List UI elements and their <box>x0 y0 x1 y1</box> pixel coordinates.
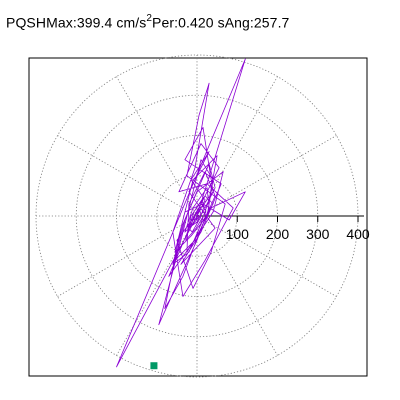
max-value: 399.4 <box>76 14 113 31</box>
grid-spoke-300 <box>196 215 278 356</box>
angle-value: 257.7 <box>253 14 290 31</box>
grid-spoke-30 <box>196 135 337 217</box>
grid-spoke-60 <box>196 76 278 217</box>
radial-axis: 100 200 300 400 <box>197 215 370 242</box>
grid-spoke-240 <box>116 215 198 356</box>
grid-spoke-330 <box>196 215 337 297</box>
radial-tick-label-300: 300 <box>306 226 330 242</box>
period-label: Per: <box>152 14 179 31</box>
radial-tick-label-100: 100 <box>226 226 250 242</box>
grid-spoke-150 <box>57 135 198 217</box>
max-label: Max: <box>46 14 77 31</box>
grid-spoke-120 <box>116 76 198 217</box>
plot-frame <box>28 57 368 377</box>
max-unit-exponent: 2 <box>146 13 152 24</box>
station-code: PQSH <box>6 14 47 31</box>
period-value: 0.420 s <box>178 14 225 31</box>
max-unit: cm/s <box>116 14 147 31</box>
angle-label: Ang: <box>224 14 254 31</box>
trajectory-series <box>116 58 246 370</box>
chart-title: PQSHMax:399.4 cm/s2Per:0.420 sAng:257.7 <box>6 13 290 31</box>
series-trace-0 <box>116 58 246 368</box>
radial-tick-label-400: 400 <box>346 226 370 242</box>
grid-spoke-210 <box>57 215 198 297</box>
end-marker <box>150 362 158 370</box>
radial-tick-label-200: 200 <box>266 226 290 242</box>
